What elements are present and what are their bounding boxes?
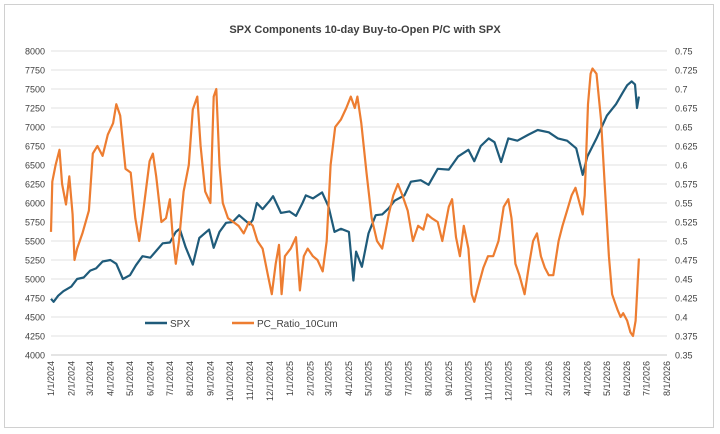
x-tick-label: 11/1/2025	[484, 361, 494, 400]
right-tick-label: 0.425	[675, 294, 698, 304]
left-tick-label: 6750	[25, 142, 45, 152]
x-tick-label: 4/1/2025	[344, 361, 354, 396]
x-tick-label: 5/1/2025	[363, 361, 373, 396]
x-tick-label: 2/1/2025	[305, 361, 315, 396]
x-tick-label: 11/1/2024	[245, 361, 255, 400]
x-tick-label: 10/1/2024	[225, 361, 235, 401]
legend-label-spx: SPX	[170, 319, 190, 330]
x-tick-label: 12/1/2025	[503, 361, 513, 401]
right-tick-label: 0.375	[675, 332, 698, 342]
left-tick-label: 4000	[25, 351, 45, 361]
chart-title: SPX Components 10-day Buy-to-Open P/C wi…	[229, 24, 501, 36]
x-tick-label: 3/1/2025	[324, 361, 334, 396]
left-axis-ticks: 4000 4250 4500 4750 5000 5250 5500 5750 6000 6250…	[25, 47, 45, 361]
left-tick-label: 7500	[25, 85, 45, 95]
x-tick-label: 10/1/2025	[463, 361, 473, 401]
series-lines	[49, 67, 640, 338]
x-tick-label: 1/1/2025	[285, 361, 295, 396]
x-tick-label: 7/1/2026	[642, 361, 652, 396]
x-tick-label: 8/1/2024	[185, 361, 195, 396]
left-tick-label: 6000	[25, 199, 45, 209]
right-tick-label: 0.625	[675, 142, 698, 152]
x-tick-label: 12/1/2024	[265, 361, 275, 401]
left-tick-label: 5000	[25, 275, 45, 285]
x-tick-label: 6/1/2024	[145, 361, 155, 396]
x-tick-label: 9/1/2025	[444, 361, 454, 396]
x-tick-label: 9/1/2024	[205, 361, 215, 396]
x-axis-ticks: 1/1/2024 2/1/2024 3/1/2024 4/1/2024 5/1/2024…	[46, 354, 672, 401]
x-tick-label: 7/1/2025	[403, 361, 413, 396]
right-tick-label: 0.475	[675, 256, 698, 266]
series-line-spx	[50, 80, 640, 303]
right-axis-ticks: 0.35 0.375 0.4 0.425 0.45 0.475 0.5 0.525 0.55 0.…	[675, 47, 698, 361]
right-tick-label: 0.575	[675, 180, 698, 190]
right-tick-label: 0.7	[675, 85, 688, 95]
left-tick-label: 5250	[25, 256, 45, 266]
left-tick-label: 7750	[25, 66, 45, 76]
right-tick-label: 0.75	[675, 47, 693, 57]
right-tick-label: 0.525	[675, 218, 698, 228]
x-tick-label: 1/1/2026	[524, 361, 534, 396]
chart-frame: SPX Components 10-day Buy-to-Open P/C wi…	[4, 4, 714, 428]
right-tick-label: 0.45	[675, 275, 693, 285]
x-tick-label: 6/1/2025	[384, 361, 394, 396]
left-tick-label: 5750	[25, 218, 45, 228]
x-tick-label: 4/1/2026	[582, 361, 592, 396]
right-tick-label: 0.5	[675, 237, 688, 247]
x-tick-label: 8/1/2026	[662, 361, 672, 396]
right-tick-label: 0.4	[675, 313, 688, 323]
x-tick-label: 3/1/2026	[562, 361, 572, 396]
left-tick-label: 6250	[25, 180, 45, 190]
x-tick-label: 6/1/2026	[622, 361, 632, 396]
right-tick-label: 0.675	[675, 104, 698, 114]
x-tick-label: 5/1/2024	[125, 361, 135, 396]
legend-label-pc-ratio: PC_Ratio_10Cum	[257, 319, 338, 330]
left-tick-label: 4250	[25, 332, 45, 342]
left-tick-label: 4750	[25, 294, 45, 304]
left-tick-label: 5500	[25, 237, 45, 247]
chart-svg: SPX Components 10-day Buy-to-Open P/C wi…	[25, 24, 698, 401]
series-line-pc-ratio	[49, 67, 640, 338]
x-tick-label: 2/1/2026	[544, 361, 554, 396]
right-tick-label: 0.725	[675, 66, 698, 76]
legend: SPX PC_Ratio_10Cum	[145, 319, 338, 330]
left-tick-label: 7000	[25, 123, 45, 133]
x-tick-label: 2/1/2024	[66, 361, 76, 396]
x-tick-label: 3/1/2024	[85, 361, 95, 396]
left-tick-label: 8000	[25, 47, 45, 57]
left-tick-label: 4500	[25, 313, 45, 323]
x-tick-label: 1/1/2024	[46, 361, 56, 396]
left-tick-label: 7250	[25, 104, 45, 114]
right-tick-label: 0.35	[675, 351, 693, 361]
left-tick-label: 6500	[25, 161, 45, 171]
right-tick-label: 0.55	[675, 199, 693, 209]
x-tick-label: 7/1/2024	[165, 361, 175, 396]
x-tick-label: 5/1/2026	[602, 361, 612, 396]
right-tick-label: 0.65	[675, 123, 693, 133]
right-tick-label: 0.6	[675, 161, 688, 171]
x-tick-label: 4/1/2024	[105, 361, 115, 396]
x-tick-label: 8/1/2025	[424, 361, 434, 396]
